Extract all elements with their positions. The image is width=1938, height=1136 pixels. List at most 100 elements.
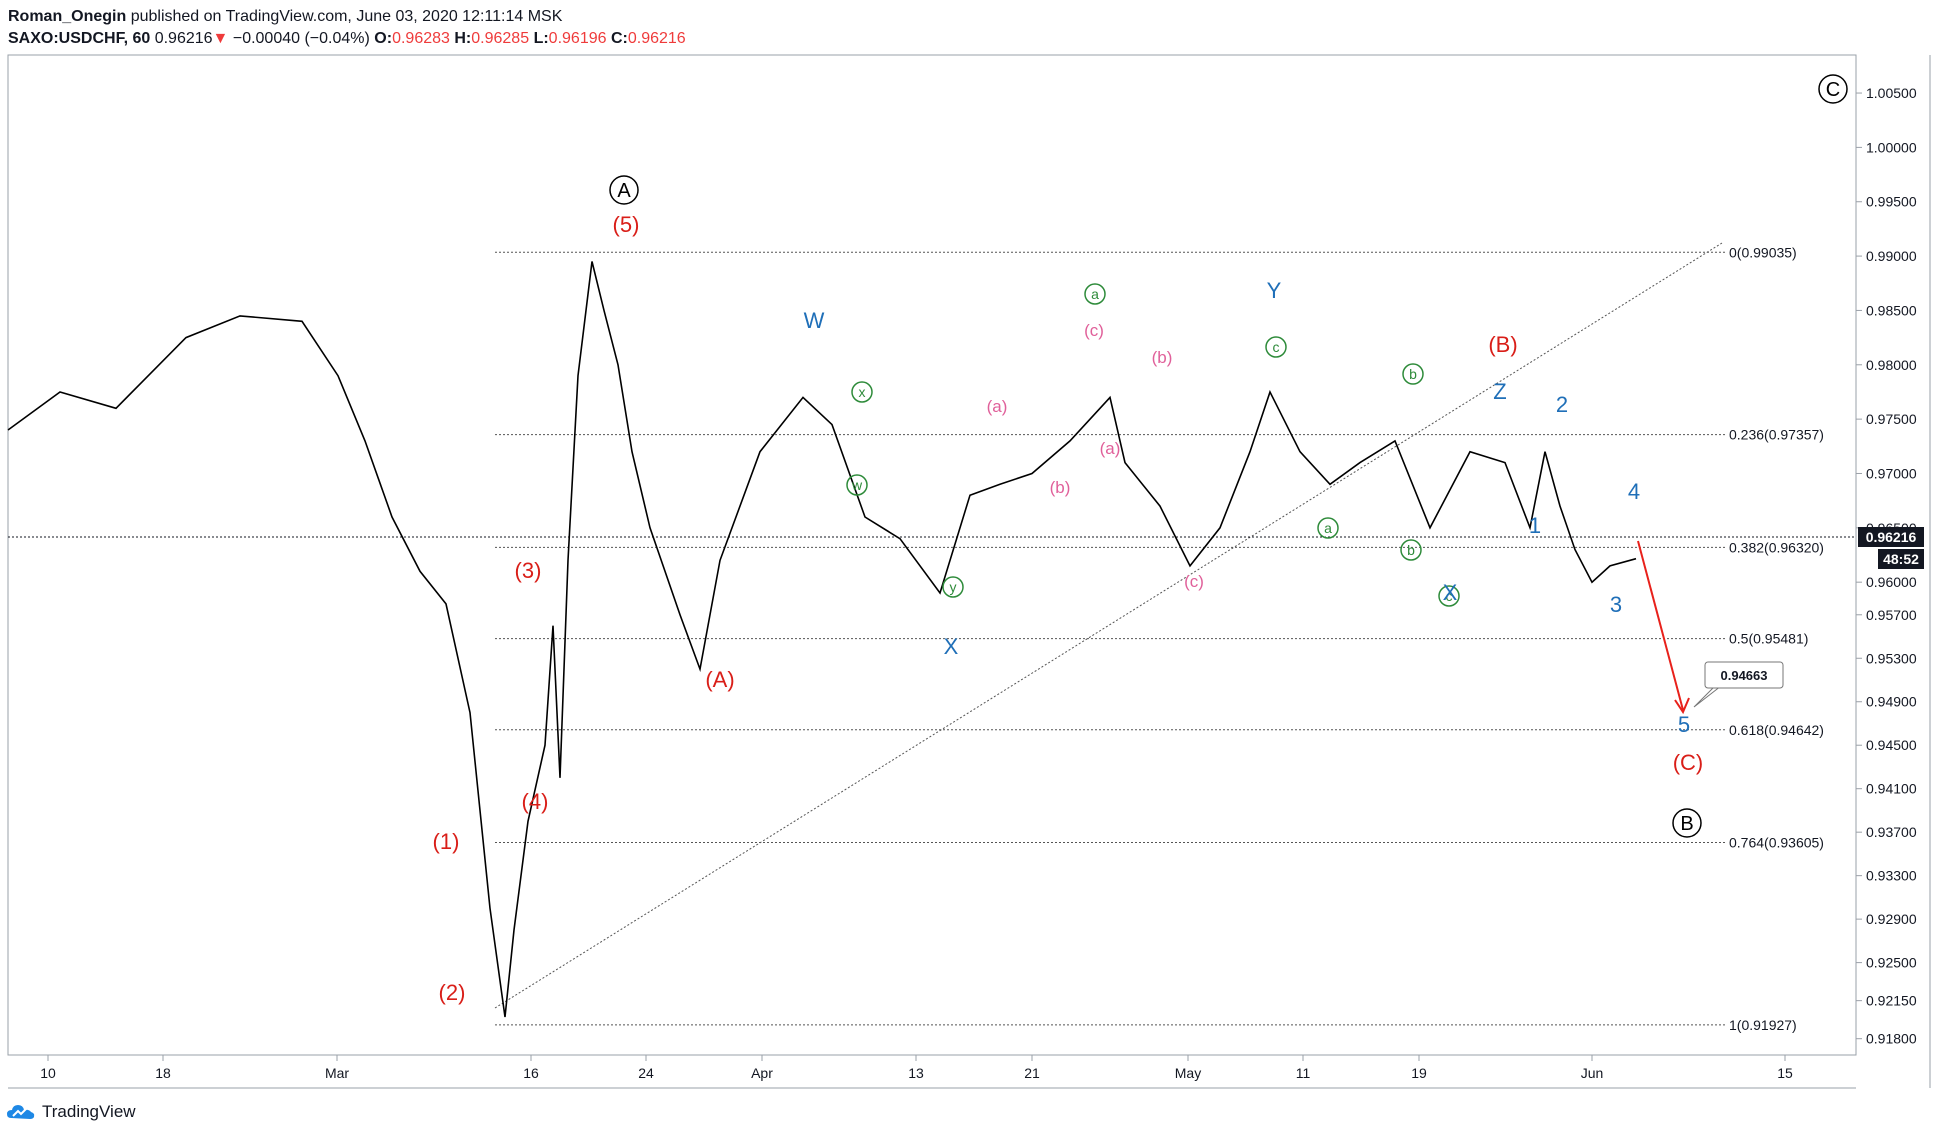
publish-line: Roman_Onegin published on TradingView.co… <box>8 6 686 28</box>
price-tick-label: 0.97500 <box>1866 411 1917 427</box>
wave-label[interactable]: b <box>1400 539 1422 561</box>
wave-label-text: (5) <box>613 212 640 237</box>
wave-label-circle <box>942 576 964 598</box>
wave-label-text: (b) <box>1050 478 1071 497</box>
wave-label-text: C <box>1826 79 1840 101</box>
ohlc-line: SAXO:USDCHF, 60 0.96216▼ −0.00040 (−0.04… <box>8 28 686 50</box>
wave-label[interactable]: (A) <box>705 667 734 692</box>
wave-label-text: (c) <box>1084 321 1104 340</box>
wave-label-text: (c) <box>1184 572 1204 591</box>
price-tick-label: 0.94100 <box>1866 781 1917 797</box>
price-tick-label: 1.00000 <box>1866 139 1917 155</box>
wave-label[interactable]: (4) <box>522 789 549 814</box>
fib-level-label: 0.382(0.96320) <box>1729 539 1824 555</box>
wave-label-text: (A) <box>705 667 734 692</box>
wave-label[interactable]: X <box>1443 580 1458 605</box>
wave-label-text: (b) <box>1152 348 1173 367</box>
wave-label[interactable]: Y <box>1267 278 1282 303</box>
wave-label[interactable]: (2) <box>439 980 466 1005</box>
wave-label[interactable]: B <box>1672 808 1702 838</box>
time-tick-label: Apr <box>751 1065 773 1081</box>
projection-arrow-head <box>1674 697 1690 715</box>
wave-label-text: a <box>1324 520 1332 536</box>
wave-label[interactable]: W <box>804 308 825 333</box>
wave-label-text: 2 <box>1556 392 1568 417</box>
wave-label-text: 4 <box>1628 479 1640 504</box>
wave-label-text: Z <box>1493 379 1506 404</box>
tradingview-logo-icon <box>7 1105 35 1119</box>
wave-label[interactable]: (a) <box>987 397 1008 416</box>
wave-label[interactable]: b <box>1402 363 1424 385</box>
price-tick-label: 0.91800 <box>1866 1031 1917 1047</box>
wave-label[interactable]: (B) <box>1488 332 1517 357</box>
close-label: C: <box>610 30 628 47</box>
down-arrow-icon: ▼ <box>212 30 229 47</box>
fib-level-label: 0.618(0.94642) <box>1729 722 1824 738</box>
target-callout[interactable]: 0.94663 <box>1693 661 1784 708</box>
wave-label-circle <box>609 175 639 205</box>
wave-label[interactable]: C <box>1818 74 1848 104</box>
wave-label-circle <box>1818 74 1848 104</box>
wave-label-circle <box>1438 585 1460 607</box>
wave-label[interactable]: (C) <box>1673 750 1704 775</box>
price-tick-label: 0.92150 <box>1866 993 1917 1009</box>
symbol-label[interactable]: SAXO:USDCHF, 60 <box>8 30 151 47</box>
chart-header: Roman_Onegin published on TradingView.co… <box>8 6 686 50</box>
wave-label[interactable]: (c) <box>1084 321 1104 340</box>
wave-label-text: B <box>1680 813 1693 835</box>
wave-label[interactable]: c <box>1265 336 1287 358</box>
wave-label[interactable]: A <box>609 175 639 205</box>
wave-label[interactable]: 1 <box>1529 513 1541 538</box>
wave-label-circle <box>851 381 873 403</box>
target-callout-box <box>1704 661 1784 689</box>
wave-label-text: 1 <box>1529 513 1541 538</box>
time-tick-label: 16 <box>523 1065 539 1081</box>
wave-label[interactable]: 5 <box>1678 712 1690 737</box>
time-tick-label: 15 <box>1777 1065 1793 1081</box>
wave-label[interactable]: 4 <box>1628 479 1640 504</box>
wave-label[interactable]: (1) <box>433 829 460 854</box>
wave-label[interactable]: Z <box>1493 379 1506 404</box>
projection-arrow[interactable] <box>1637 540 1690 715</box>
wave-label[interactable]: 3 <box>1610 592 1622 617</box>
wave-label[interactable]: X <box>944 634 959 659</box>
countdown-badge-text: 48:52 <box>1883 551 1919 567</box>
wave-label[interactable]: a <box>1084 283 1106 305</box>
elliott-wave-labels[interactable]: A (5) (1) (2) (3) (4) (A) Wx w y X (a) (b) (c) (a) (b) (… <box>433 74 1848 1005</box>
wave-label[interactable]: x <box>851 381 873 403</box>
wave-label-text: X <box>1443 580 1458 605</box>
wave-label[interactable]: (c) <box>1184 572 1204 591</box>
wave-label-text: b <box>1409 366 1417 382</box>
wave-label[interactable]: (a) <box>1100 439 1121 458</box>
price-tick-label: 0.94900 <box>1866 694 1917 710</box>
wave-label[interactable]: a <box>1317 517 1339 539</box>
time-tick-label: Jun <box>1581 1065 1604 1081</box>
time-axis[interactable]: 10 18 Mar 16 24 Apr 13 21 May 11 19 Jun 15 <box>40 1055 1793 1081</box>
wave-label[interactable]: (3) <box>515 558 542 583</box>
target-callout-pointer <box>1693 685 1722 708</box>
wave-label[interactable]: w <box>846 474 868 496</box>
trend-line[interactable] <box>494 242 1723 1009</box>
price-tick-label: 0.96000 <box>1866 574 1917 590</box>
wave-label[interactable]: y <box>942 576 964 598</box>
published-text: published on TradingView.com, June 03, 2… <box>130 8 563 25</box>
wave-label[interactable]: (b) <box>1152 348 1173 367</box>
price-tick-label: 0.98000 <box>1866 357 1917 373</box>
wave-label[interactable]: (5) <box>613 212 640 237</box>
wave-label[interactable]: (b) <box>1050 478 1071 497</box>
wave-label-circle <box>1402 363 1424 385</box>
wave-label-text: c <box>1446 588 1453 604</box>
wave-label[interactable]: 2 <box>1556 392 1568 417</box>
fib-level-label: 0.5(0.95481) <box>1729 631 1808 647</box>
current-price-badge: 0.96216 48:52 <box>1858 527 1924 569</box>
author-name[interactable]: Roman_Onegin <box>8 8 127 25</box>
wave-label[interactable]: c <box>1438 585 1460 607</box>
wave-label-text: x <box>859 384 866 400</box>
wave-label-text: c <box>1273 339 1280 355</box>
tradingview-footer[interactable]: TradingView <box>6 1102 136 1122</box>
price-tick-label: 0.92500 <box>1866 955 1917 971</box>
plot-frame <box>7 54 1857 1056</box>
fib-level-label: 1(0.91927) <box>1729 1017 1797 1033</box>
fibonacci-retracement[interactable]: 0(0.99035) 0.236(0.97357) 0.382(0.96320) 0.… <box>495 244 1824 1033</box>
